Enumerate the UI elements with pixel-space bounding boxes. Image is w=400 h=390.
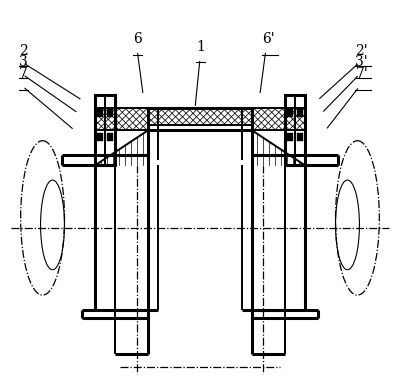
Bar [95,96,115,165]
Polygon shape [252,130,305,165]
Bar [148,108,252,125]
Text: 6: 6 [133,32,142,46]
Text: 3': 3' [356,55,368,69]
Bar [285,96,305,165]
Text: 7': 7' [356,67,368,82]
Text: 6': 6' [262,32,274,46]
Bar [297,133,303,141]
Polygon shape [95,130,148,165]
Bar [252,108,305,130]
Text: 7: 7 [19,67,28,82]
Bar [107,109,113,117]
Bar [287,133,293,141]
Text: 2: 2 [19,44,27,57]
Text: 3: 3 [19,55,27,69]
Bar [97,109,103,117]
Text: 1: 1 [196,39,205,53]
Bar [297,109,303,117]
Bar [107,133,113,141]
Bar [252,108,305,130]
Bar [97,133,103,141]
Bar [95,108,148,130]
Bar [95,108,148,130]
Text: 2': 2' [356,44,368,57]
Bar [287,109,293,117]
